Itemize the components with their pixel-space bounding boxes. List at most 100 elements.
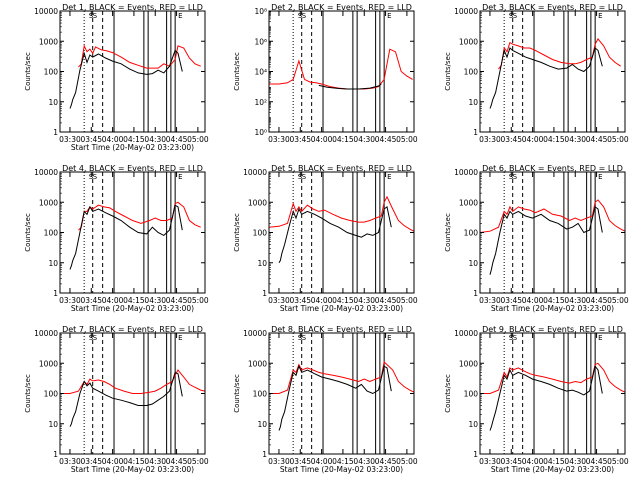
panel-title: Det 6, BLACK = Events, RED = LLD: [482, 164, 623, 173]
x-tick-label: 03:45: [289, 296, 311, 305]
y-tick-label: 10⁰: [254, 128, 267, 137]
y-axis-label: Counts/sec: [24, 52, 32, 91]
x-tick-label: 04:30: [564, 296, 586, 305]
series-line-lld-red: [480, 362, 626, 394]
x-tick-label: 04:15: [543, 135, 565, 144]
y-tick-label: 1000: [39, 37, 58, 46]
panel-title: Det 8, BLACK = Events, RED = LLD: [271, 325, 412, 334]
x-tick-label: 03:30: [59, 135, 81, 144]
x-tick-label: 04:45: [586, 135, 608, 144]
y-axis-label: Counts/sec: [444, 374, 452, 413]
event-annotation: E: [387, 173, 391, 181]
x-tick-label: 04:15: [123, 135, 145, 144]
x-tick-label: 03:30: [268, 457, 290, 466]
x-tick-label: 04:00: [522, 296, 544, 305]
series-line-events-black: [69, 204, 183, 270]
x-tick-label: 04:45: [375, 296, 397, 305]
x-tick-label: 03:45: [500, 457, 522, 466]
y-tick-label: 1: [53, 450, 58, 459]
y-tick-label: 10000: [454, 7, 478, 16]
x-axis-label: Start Time (20-May-02 03:23:00): [491, 465, 614, 474]
x-tick-label: 03:30: [479, 457, 501, 466]
x-tick-label: 04:45: [375, 135, 397, 144]
x-tick-label: 03:45: [289, 457, 311, 466]
x-tick-label: 03:30: [479, 296, 501, 305]
x-tick-label: 03:45: [80, 135, 102, 144]
series-line-lld-red: [498, 38, 621, 70]
panel-title: Det 3, BLACK = Events, RED = LLD: [482, 3, 623, 12]
event-annotation: S: [93, 334, 98, 342]
x-tick-label: 04:45: [586, 457, 608, 466]
y-tick-label: 10: [468, 259, 478, 268]
event-annotation: S: [89, 173, 94, 181]
y-tick-label: 1: [53, 128, 58, 137]
x-tick-label: 04:15: [332, 457, 354, 466]
event-annotation: S: [89, 334, 94, 342]
panel-det-3: 1 10 100 1000 10000 03:30 03:45 04:00 04:15 04:30…: [444, 3, 629, 144]
x-tick-label: 03:30: [268, 135, 290, 144]
event-annotation: S: [298, 173, 303, 181]
series-line-events-black: [489, 365, 603, 431]
y-tick-label: 10⁸: [254, 7, 267, 16]
y-tick-label: 10⁴: [254, 68, 267, 77]
y-axis-label: Counts/sec: [24, 213, 32, 252]
x-tick-label: 04:15: [332, 135, 354, 144]
x-tick-label: 04:45: [586, 296, 608, 305]
event-annotation: S: [513, 334, 518, 342]
x-tick-label: 05:00: [396, 457, 418, 466]
event-annotation: S: [302, 334, 307, 342]
y-tick-label: 1: [473, 128, 478, 137]
x-axis-label: Start Time (20-May-02 03:23:00): [491, 304, 614, 313]
x-tick-label: 05:00: [396, 296, 418, 305]
y-tick-label: 10: [257, 259, 267, 268]
y-tick-label: 100: [44, 229, 59, 238]
series-line-lld-red: [60, 369, 206, 394]
x-tick-label: 04:30: [353, 457, 375, 466]
x-tick-label: 04:45: [375, 457, 397, 466]
y-tick-label: 10000: [454, 329, 478, 338]
x-axis-label: Start Time (20-May-02 03:23:00): [71, 143, 194, 152]
y-axis-label: Counts/sec: [24, 374, 32, 413]
x-tick-label: 05:00: [187, 296, 209, 305]
x-axis-label: Start Time (20-May-02 03:23:00): [280, 465, 403, 474]
panel-det-4: 1 10 100 1000 10000 03:30 03:45 04:00 04:15 04:30…: [24, 164, 209, 313]
x-tick-label: 03:45: [289, 135, 311, 144]
x-tick-label: 03:30: [59, 457, 81, 466]
x-tick-label: 04:30: [353, 135, 375, 144]
y-tick-label: 10000: [34, 168, 58, 177]
series-line-events-black: [278, 206, 392, 264]
panel-det-1: 1 10 100 1000 10000 03:30 03:45 04:00 04:15 04:30…: [24, 3, 209, 152]
y-axis-label: Counts/sec: [444, 213, 452, 252]
x-tick-label: 04:15: [123, 296, 145, 305]
x-tick-label: 04:30: [144, 296, 166, 305]
series-line-events-black: [278, 364, 392, 431]
x-tick-label: 05:00: [607, 457, 629, 466]
event-annotation: E: [178, 12, 182, 20]
x-tick-label: 04:15: [543, 457, 565, 466]
series-line-events-black: [69, 49, 183, 109]
event-annotation: S: [298, 12, 303, 20]
y-tick-label: 1000: [39, 359, 58, 368]
x-axis-label: Start Time (20-May-02 03:23:00): [71, 465, 194, 474]
y-tick-label: 1: [473, 289, 478, 298]
event-annotation: E: [387, 334, 391, 342]
x-tick-label: 04:00: [522, 457, 544, 466]
y-tick-label: 10000: [34, 329, 58, 338]
y-tick-label: 100: [464, 68, 479, 77]
event-annotation: E: [598, 334, 602, 342]
y-axis-label: Counts/sec: [233, 374, 241, 413]
y-tick-label: 1: [53, 289, 58, 298]
y-tick-label: 1000: [248, 359, 267, 368]
panel-det-7: 1 10 100 1000 10000 03:30 03:45 04:00 04:15 04:30…: [24, 325, 209, 474]
panel-det-2: 10⁰ 10² 10⁴ 10⁶ 10⁸ 03:30 03:45 04:00 04:15 04:30…: [233, 3, 418, 144]
event-annotation: S: [509, 334, 514, 342]
x-tick-label: 04:00: [311, 135, 333, 144]
y-tick-label: 1000: [248, 198, 267, 207]
y-tick-label: 10000: [34, 7, 58, 16]
event-annotation: S: [509, 12, 514, 20]
x-tick-label: 04:15: [332, 296, 354, 305]
x-tick-label: 05:00: [396, 135, 418, 144]
x-tick-label: 05:00: [187, 457, 209, 466]
y-tick-label: 1: [262, 450, 267, 459]
